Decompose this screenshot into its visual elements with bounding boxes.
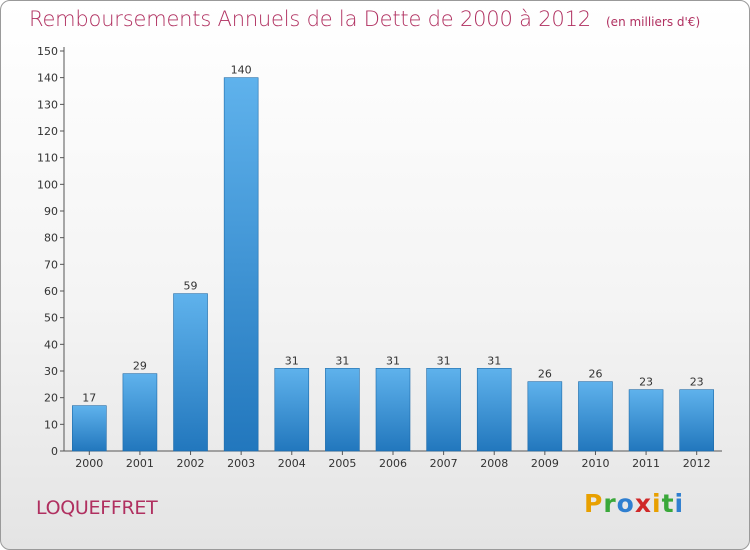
logo-letter: r	[603, 489, 617, 518]
x-tick-label: 2002	[177, 457, 205, 470]
commune-name: LOQUEFFRET	[36, 497, 158, 519]
title-main: Remboursements Annuels de la Dette de 20…	[29, 7, 591, 31]
logo-letter: i	[652, 489, 662, 518]
value-label: 140	[231, 64, 252, 77]
value-label: 31	[335, 354, 349, 367]
bar-2001	[122, 373, 158, 452]
y-tick-label: 30	[44, 365, 58, 378]
bar-2012	[679, 389, 714, 452]
bar-2010	[578, 381, 613, 452]
y-tick-label: 20	[44, 392, 58, 405]
chart-title: Remboursements Annuels de la Dette de 20…	[29, 7, 700, 31]
bar-2008	[476, 368, 512, 452]
logo-letter: P	[584, 489, 604, 518]
logo-letter: o	[616, 489, 635, 518]
bar-2002	[173, 293, 208, 452]
x-tick-label: 2001	[126, 457, 154, 470]
x-tick-label: 2000	[75, 457, 103, 470]
y-tick-label: 80	[44, 232, 58, 245]
x-tick-label: 2011	[632, 457, 660, 470]
value-label: 31	[437, 354, 451, 367]
y-tick-label: 150	[37, 45, 58, 58]
y-tick-label: 60	[44, 285, 58, 298]
value-label: 31	[285, 354, 299, 367]
value-label: 29	[133, 360, 147, 373]
y-tick-label: 40	[44, 338, 58, 351]
x-tick-label: 2005	[328, 457, 356, 470]
x-tick-label: 2003	[227, 457, 255, 470]
bars: 17 29 59 140 31 31 31 31 31 26 26 23 23	[72, 64, 714, 452]
value-label: 26	[538, 368, 552, 381]
bar-2004	[274, 368, 310, 452]
bar-2009	[527, 381, 563, 452]
y-tick-label: 0	[51, 445, 58, 458]
bar-2011	[628, 389, 664, 452]
y-tick-label: 140	[37, 72, 58, 85]
y-tick-label: 90	[44, 205, 58, 218]
y-tick-label: 110	[37, 152, 58, 165]
value-label: 31	[386, 354, 400, 367]
x-tick-label: 2010	[581, 457, 609, 470]
y-tick-label: 50	[44, 312, 58, 325]
x-tick-label: 2012	[683, 457, 711, 470]
bar-2005	[325, 368, 360, 452]
title-unit: (en milliers d'€)	[606, 15, 701, 29]
y-tick-label: 100	[37, 178, 58, 191]
y-tick-label: 10	[44, 418, 58, 431]
value-label: 23	[639, 376, 653, 389]
value-label: 17	[82, 392, 96, 405]
bar-2003	[223, 77, 259, 452]
logo-letter: i	[674, 489, 685, 518]
x-tick-label: 2008	[480, 457, 508, 470]
bar-2007	[426, 368, 461, 452]
value-label: 26	[588, 368, 602, 381]
y-tick-label: 120	[37, 125, 58, 138]
x-tick-label: 2004	[278, 457, 306, 470]
value-label: 23	[690, 376, 704, 389]
bar-2000	[72, 405, 107, 452]
logo-letter: t	[661, 489, 675, 518]
x-tick-label: 2006	[379, 457, 407, 470]
value-label: 59	[184, 280, 198, 293]
bar-2006	[375, 368, 411, 452]
x-tick-label: 2007	[430, 457, 458, 470]
x-tick-label: 2009	[531, 457, 559, 470]
y-tick-label: 70	[44, 258, 58, 271]
y-tick-label: 130	[37, 98, 58, 111]
value-label: 31	[487, 354, 501, 367]
logo-letter: x	[634, 489, 652, 518]
axes: 0 10 20 30 40 50 60 70 80 90 100 110 120 130 140 150 200…	[37, 45, 722, 470]
proxiti-logo[interactable]: Proxiti	[584, 489, 684, 518]
